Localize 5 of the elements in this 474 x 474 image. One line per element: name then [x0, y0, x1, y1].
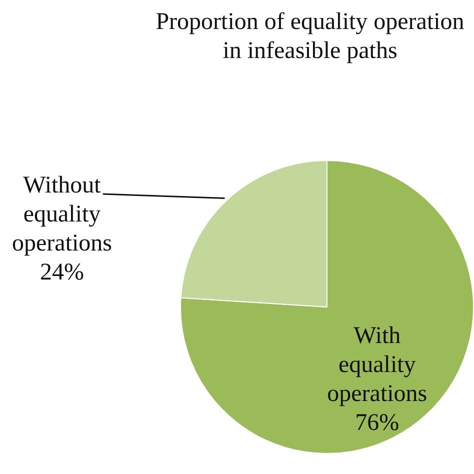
slice-label: Without equality operations	[12, 172, 112, 256]
slice-label: With equality operations	[327, 323, 428, 408]
data-label: 24%	[40, 259, 84, 286]
data-label: 76%	[355, 410, 400, 436]
chart-title: Proportion of equality operation in infeasible paths	[154, 8, 466, 66]
